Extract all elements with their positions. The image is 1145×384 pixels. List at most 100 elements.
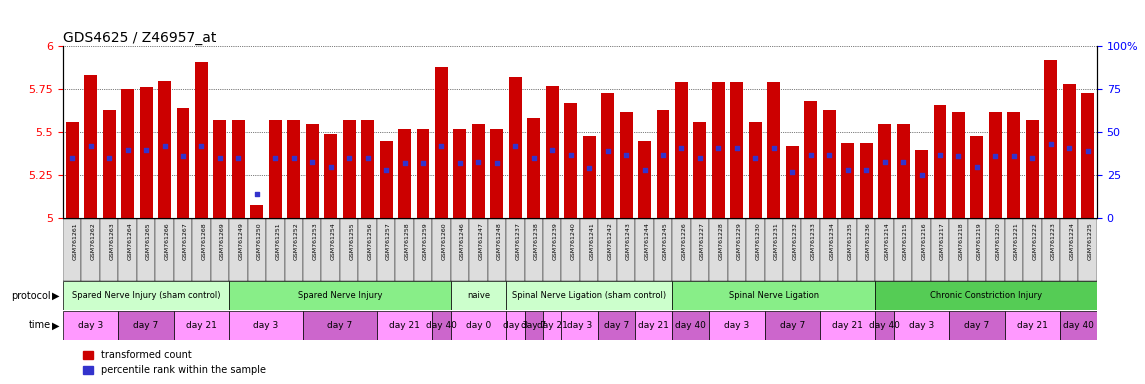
Text: day 7: day 7: [605, 321, 630, 330]
Point: [81, 143, 100, 149]
Point: [340, 155, 358, 161]
Bar: [358, 219, 377, 281]
Text: naive: naive: [467, 291, 490, 300]
Bar: [951, 112, 965, 218]
Bar: [176, 108, 189, 218]
Bar: [524, 219, 543, 281]
Bar: [81, 219, 100, 281]
Bar: [599, 311, 635, 340]
Bar: [395, 219, 413, 281]
Text: GSM761220: GSM761220: [995, 222, 1001, 260]
Text: GSM761223: GSM761223: [1051, 222, 1056, 260]
Bar: [232, 120, 245, 218]
Bar: [140, 88, 152, 218]
Text: day 7: day 7: [327, 321, 353, 330]
Text: GSM761248: GSM761248: [497, 222, 502, 260]
Bar: [915, 149, 927, 218]
Bar: [709, 311, 765, 340]
Bar: [619, 112, 632, 218]
Point: [709, 145, 727, 151]
Bar: [656, 110, 670, 218]
Bar: [731, 82, 743, 218]
Bar: [195, 61, 208, 218]
Bar: [728, 219, 747, 281]
Text: day 3: day 3: [725, 321, 750, 330]
Bar: [564, 103, 577, 218]
Point: [137, 146, 156, 152]
Bar: [838, 219, 856, 281]
Point: [802, 152, 820, 158]
Text: day 21: day 21: [832, 321, 863, 330]
Bar: [506, 311, 524, 340]
Text: GSM761233: GSM761233: [811, 222, 815, 260]
Bar: [103, 110, 116, 218]
Text: GSM761256: GSM761256: [368, 222, 372, 260]
Bar: [635, 219, 654, 281]
Bar: [842, 142, 854, 218]
Bar: [676, 82, 688, 218]
Bar: [1004, 219, 1024, 281]
Bar: [672, 281, 875, 310]
Text: GSM761263: GSM761263: [109, 222, 115, 260]
Bar: [672, 219, 690, 281]
Bar: [767, 82, 780, 218]
Point: [654, 152, 672, 158]
Text: GDS4625 / Z46957_at: GDS4625 / Z46957_at: [63, 31, 216, 45]
Bar: [712, 82, 725, 218]
Bar: [303, 219, 322, 281]
Point: [581, 166, 599, 172]
Bar: [561, 311, 599, 340]
Point: [1004, 153, 1022, 159]
Legend: transformed count, percentile rank within the sample: transformed count, percentile rank withi…: [79, 346, 269, 379]
Bar: [192, 219, 211, 281]
Point: [451, 160, 469, 166]
Text: day 21: day 21: [639, 321, 669, 330]
Point: [986, 153, 1004, 159]
Bar: [432, 311, 451, 340]
Text: GSM761237: GSM761237: [515, 222, 520, 260]
Text: GSM761230: GSM761230: [756, 222, 760, 260]
Bar: [583, 136, 595, 218]
Text: GSM761257: GSM761257: [386, 222, 392, 260]
Text: GSM761255: GSM761255: [349, 222, 354, 260]
Bar: [451, 219, 469, 281]
Text: GSM761243: GSM761243: [626, 222, 631, 260]
Text: day 40: day 40: [676, 321, 706, 330]
Text: day 21: day 21: [389, 321, 420, 330]
Bar: [747, 219, 765, 281]
Text: GSM761224: GSM761224: [1069, 222, 1074, 260]
Bar: [672, 311, 709, 340]
Bar: [322, 219, 340, 281]
Bar: [820, 311, 875, 340]
Text: GSM761253: GSM761253: [313, 222, 317, 260]
Text: Spared Nerve Injury (sham control): Spared Nerve Injury (sham control): [72, 291, 220, 300]
Bar: [506, 219, 524, 281]
Point: [63, 155, 81, 161]
Bar: [820, 219, 838, 281]
Bar: [749, 122, 761, 218]
Bar: [435, 67, 448, 218]
Point: [174, 153, 192, 159]
Text: day 21: day 21: [1017, 321, 1048, 330]
Bar: [137, 219, 156, 281]
Bar: [417, 129, 429, 218]
Point: [524, 155, 543, 161]
Text: GSM761228: GSM761228: [718, 222, 724, 260]
Point: [617, 152, 635, 158]
Bar: [1081, 93, 1095, 218]
Point: [543, 146, 561, 152]
Text: GSM761242: GSM761242: [608, 222, 613, 260]
Text: GSM761250: GSM761250: [256, 222, 262, 260]
Bar: [968, 219, 986, 281]
Bar: [85, 75, 97, 218]
Text: GSM761227: GSM761227: [700, 222, 705, 260]
Point: [247, 191, 266, 197]
Text: day 40: day 40: [869, 321, 900, 330]
Text: GSM761265: GSM761265: [147, 222, 151, 260]
Point: [100, 155, 118, 161]
Point: [672, 145, 690, 151]
Point: [949, 153, 968, 159]
Text: day 0: day 0: [466, 321, 491, 330]
Text: day 7: day 7: [964, 321, 989, 330]
Bar: [1024, 219, 1042, 281]
